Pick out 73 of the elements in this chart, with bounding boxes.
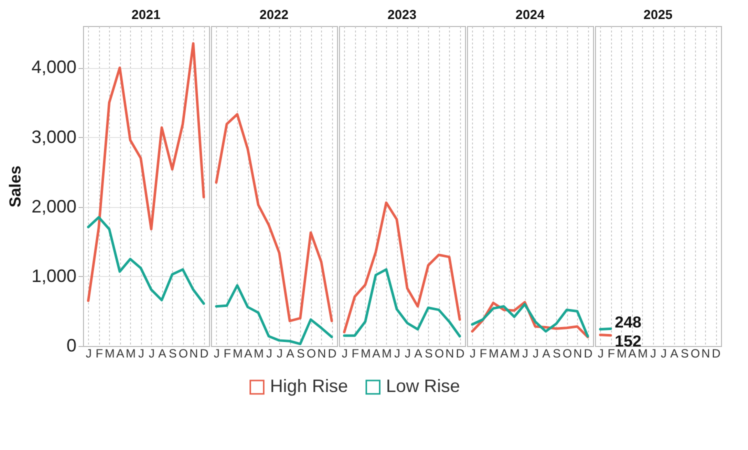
x-tick-label: N bbox=[189, 346, 198, 360]
x-tick-label: J bbox=[148, 346, 155, 360]
x-tick-label: M bbox=[126, 346, 136, 360]
x-tick-label: F bbox=[480, 346, 487, 360]
x-tick-label: A bbox=[116, 346, 124, 360]
x-tick-label: S bbox=[424, 346, 433, 360]
x-tick-label: J bbox=[660, 346, 667, 360]
x-tick-label: N bbox=[573, 346, 582, 360]
x-tick-label: O bbox=[690, 346, 700, 360]
x-tick-label: J bbox=[404, 346, 411, 360]
x-tick-label: F bbox=[608, 346, 615, 360]
x-tick-label: A bbox=[244, 346, 252, 360]
x-tick-label: F bbox=[352, 346, 359, 360]
legend-label: High Rise bbox=[270, 376, 348, 396]
x-tick-label: M bbox=[488, 346, 499, 360]
chart-title: 2022 bbox=[260, 7, 288, 22]
x-tick-label: D bbox=[712, 346, 721, 360]
x-tick-label: A bbox=[414, 346, 422, 360]
line-series bbox=[87, 216, 205, 305]
chart-title: 2023 bbox=[388, 7, 416, 22]
x-tick-label: D bbox=[200, 346, 209, 360]
x-tick-label: M bbox=[382, 346, 392, 360]
x-tick-label: J bbox=[522, 346, 528, 360]
x-tick-label: J bbox=[276, 346, 283, 360]
x-tick-label: J bbox=[532, 346, 539, 360]
chart-title: 2025 bbox=[644, 7, 672, 22]
x-tick-label: J bbox=[342, 346, 348, 360]
x-tick-label: M bbox=[232, 346, 243, 360]
x-tick-label: J bbox=[266, 346, 272, 360]
x-tick-label: A bbox=[500, 346, 508, 360]
chart-title: 2021 bbox=[132, 7, 160, 22]
x-tick-label: S bbox=[168, 346, 177, 360]
y-tick-label: 2,000 bbox=[31, 196, 76, 216]
x-tick-label: S bbox=[680, 346, 689, 360]
x-tick-label: M bbox=[254, 346, 264, 360]
x-tick-label: A bbox=[286, 346, 294, 360]
legend-label: Low Rise bbox=[386, 376, 460, 396]
x-tick-label: O bbox=[178, 346, 188, 360]
x-tick-label: N bbox=[445, 346, 454, 360]
x-tick-label: M bbox=[104, 346, 115, 360]
x-tick-label: J bbox=[650, 346, 656, 360]
x-tick-label: J bbox=[86, 346, 92, 360]
x-tick-label: D bbox=[584, 346, 593, 360]
x-tick-label: S bbox=[296, 346, 305, 360]
x-tick-label: M bbox=[510, 346, 520, 360]
x-tick-label: S bbox=[552, 346, 561, 360]
x-tick-label: J bbox=[214, 346, 220, 360]
x-tick-label: F bbox=[224, 346, 231, 360]
x-tick-label: D bbox=[456, 346, 465, 360]
y-tick-label: 0 bbox=[66, 336, 76, 356]
y-tick-label: 4,000 bbox=[31, 57, 76, 78]
x-tick-label: O bbox=[306, 346, 316, 360]
x-tick-label: A bbox=[670, 346, 678, 360]
y-tick-label: 1,000 bbox=[31, 266, 76, 286]
x-tick-label: A bbox=[158, 346, 166, 360]
x-tick-label: N bbox=[701, 346, 710, 360]
x-tick-label: O bbox=[434, 346, 444, 360]
x-tick-label: A bbox=[372, 346, 380, 360]
x-tick-label: J bbox=[470, 346, 476, 360]
x-tick-label: A bbox=[542, 346, 550, 360]
x-tick-label: O bbox=[562, 346, 572, 360]
x-tick-label: F bbox=[96, 346, 103, 360]
x-tick-label: J bbox=[394, 346, 400, 360]
chart-title: 2024 bbox=[516, 7, 546, 22]
x-tick-label: J bbox=[138, 346, 144, 360]
line-series bbox=[87, 42, 205, 302]
y-axis-title: Sales bbox=[7, 165, 24, 208]
x-tick-label: N bbox=[317, 346, 326, 360]
data-label: 248 bbox=[614, 314, 642, 332]
x-tick-label: M bbox=[360, 346, 371, 360]
y-tick-label: 3,000 bbox=[31, 126, 76, 147]
x-tick-label: D bbox=[328, 346, 337, 360]
x-tick-label: J bbox=[598, 346, 604, 360]
